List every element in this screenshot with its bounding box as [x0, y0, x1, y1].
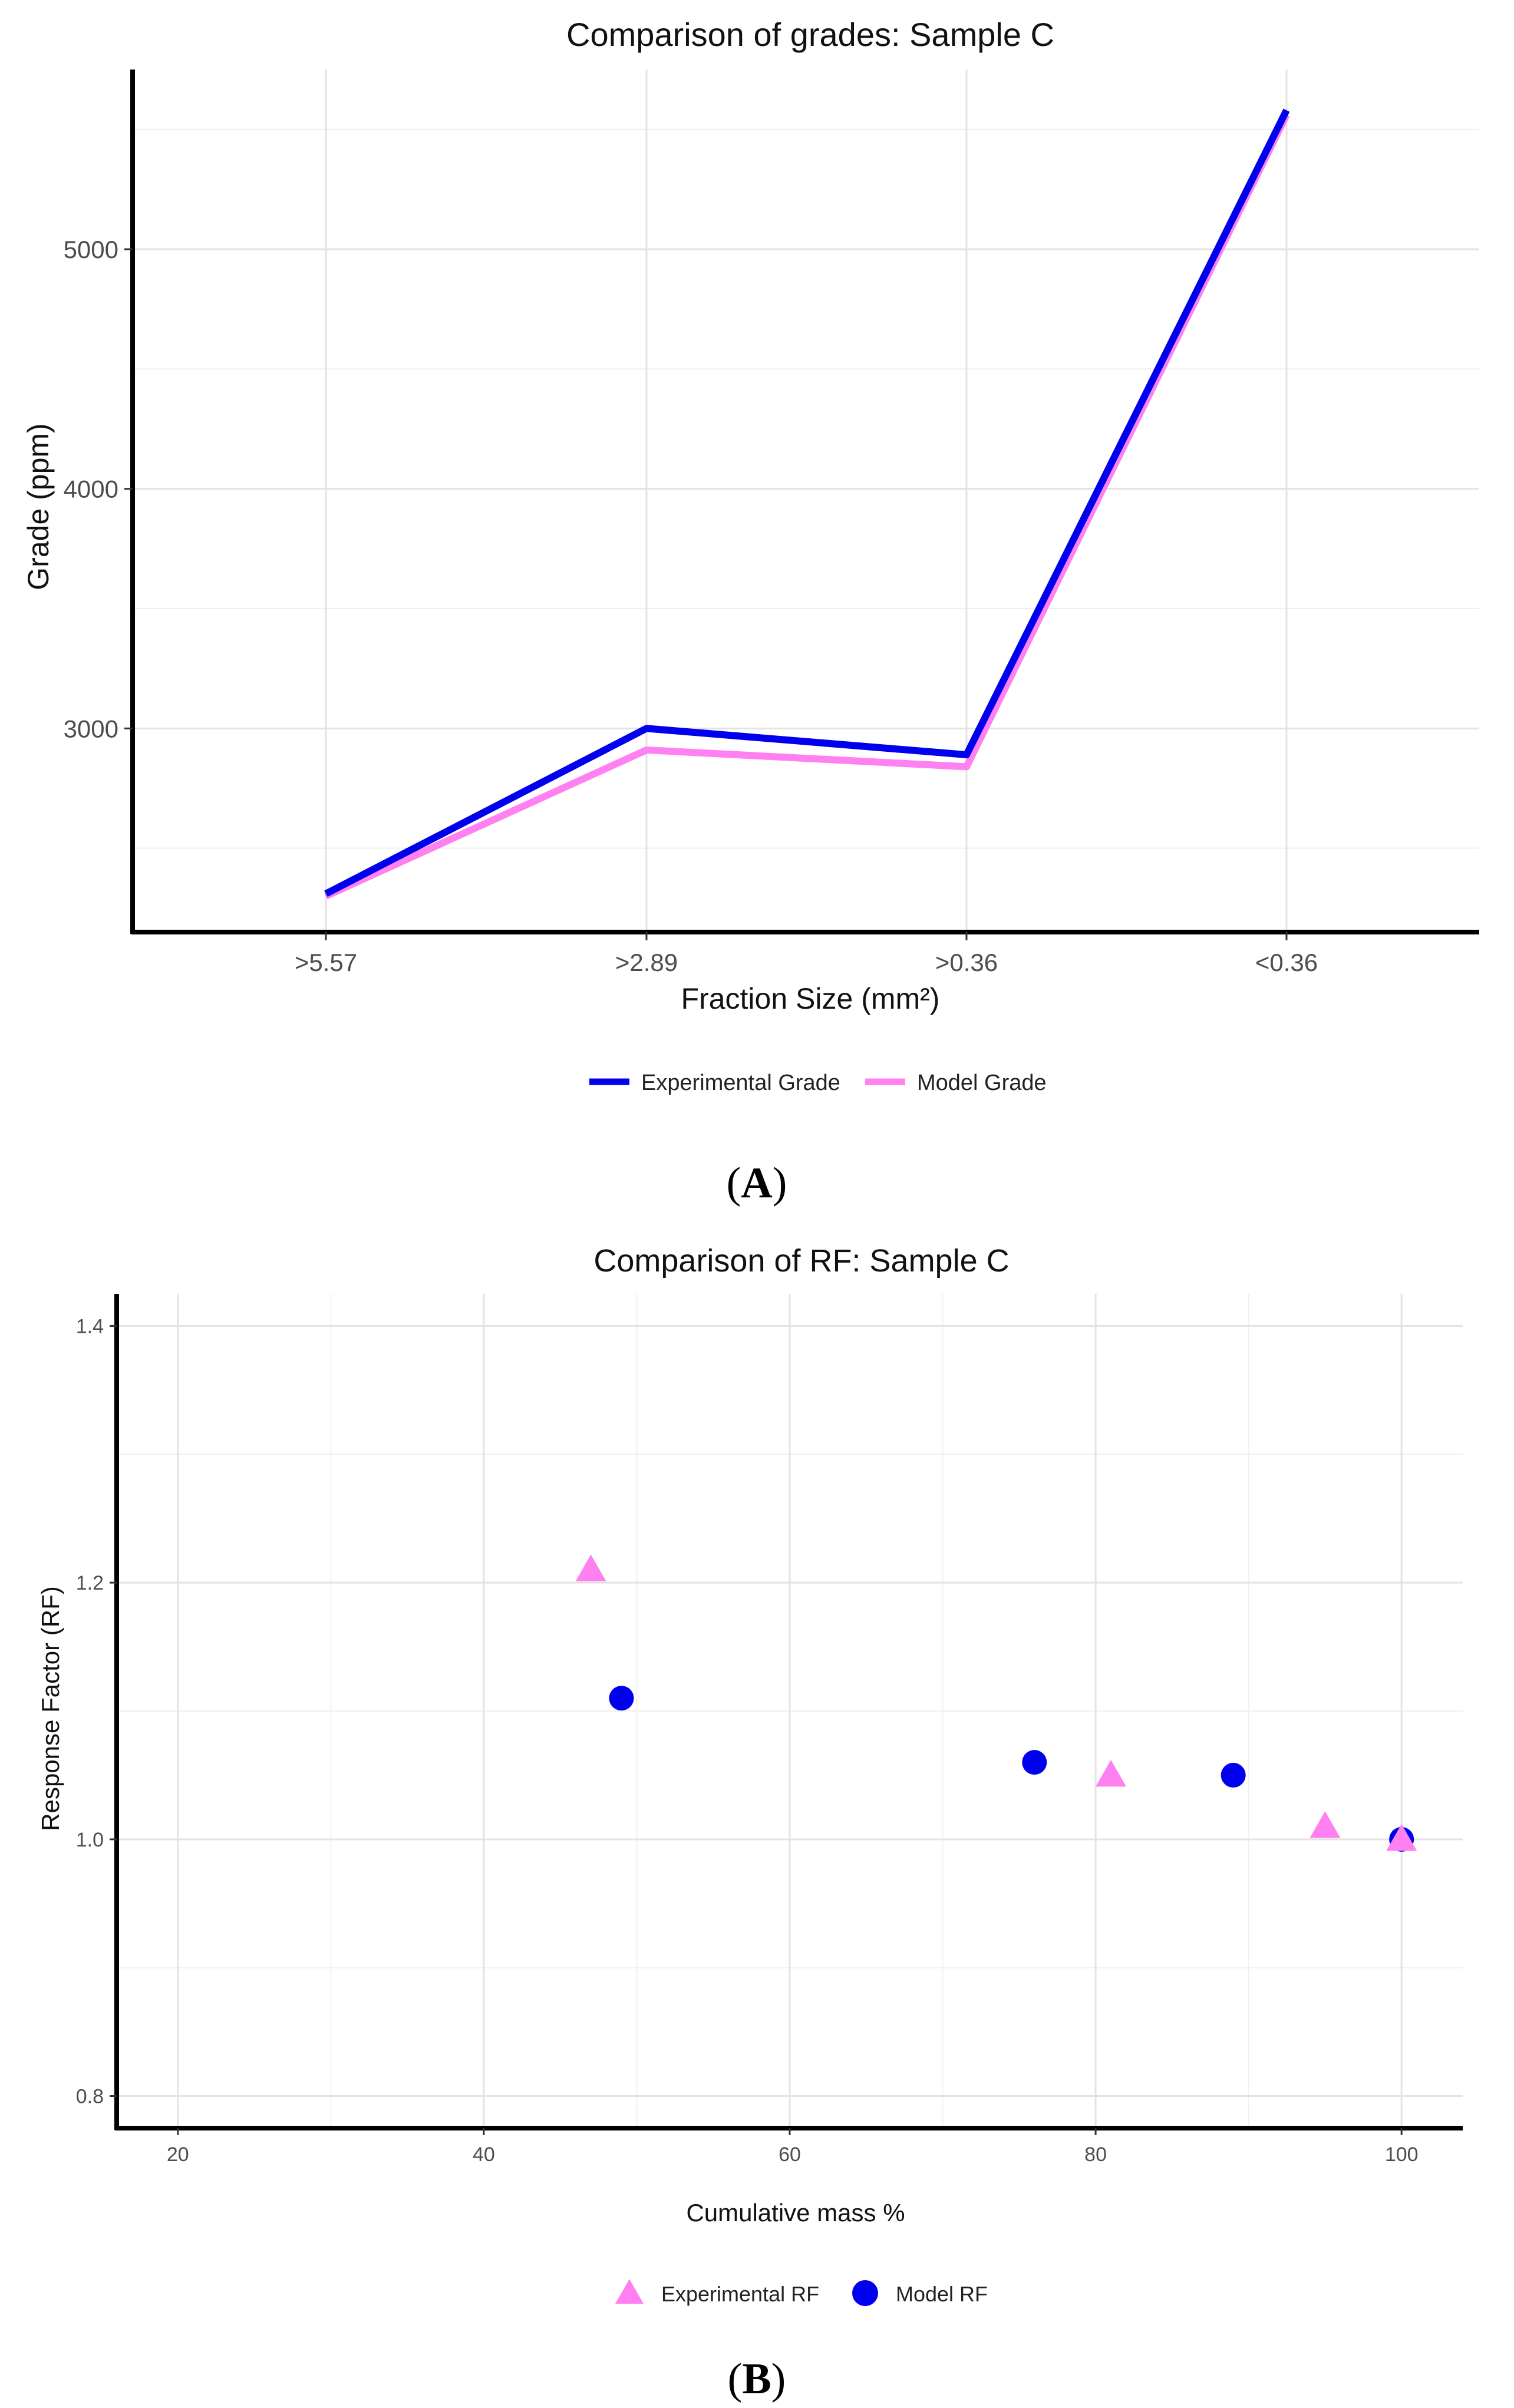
point-model-rf: [1022, 1750, 1047, 1775]
chart-b-points: [575, 1554, 1417, 1852]
chart-b-legend: Experimental RF Model RF: [615, 2279, 988, 2306]
chart-b: Comparison of RF: Sample C 0.81.01.21.4 …: [37, 1243, 1463, 2403]
chart-b-y-ticks: 0.8 1.0 1.2 1.4: [76, 1315, 117, 2108]
point-experimental-rf: [1310, 1811, 1341, 1838]
x-tick-label: 100: [1385, 2143, 1419, 2166]
panel-b-label: (B): [728, 2355, 786, 2403]
legend-model-grade-label: Model Grade: [917, 1071, 1047, 1095]
y-tick-label: 4000: [64, 475, 118, 503]
x-tick-label: 80: [1084, 2143, 1107, 2166]
x-tick-label: 60: [779, 2143, 801, 2166]
x-tick-label: >5.57: [295, 949, 357, 976]
point-experimental-rf: [1386, 1824, 1417, 1851]
legend-model-rf-marker: [852, 2280, 878, 2306]
x-tick-label: 20: [167, 2143, 189, 2166]
point-experimental-rf: [1096, 1759, 1127, 1787]
y-tick-label: 1.4: [76, 1315, 104, 1337]
chart-b-y-axis-label: Response Factor (RF): [37, 1586, 64, 1831]
panel-a-label: (A): [727, 1159, 787, 1207]
x-tick-label: >0.36: [935, 949, 998, 976]
y-tick-label: 5000: [64, 236, 118, 263]
chart-a-title: Comparison of grades: Sample C: [566, 16, 1054, 53]
point-model-rf: [609, 1686, 634, 1711]
chart-b-x-axis-label: Cumulative mass %: [686, 2199, 905, 2227]
chart-a-y-ticks: 3000 4000 5000: [64, 236, 133, 742]
chart-a-y-axis-label: Grade (ppm): [22, 423, 55, 590]
y-tick-label: 3000: [64, 715, 118, 742]
x-tick-label: 40: [473, 2143, 495, 2166]
chart-b-grid: [117, 1294, 1463, 2128]
chart-a-series: [324, 108, 1290, 900]
y-tick-label: 0.8: [76, 2086, 104, 2108]
series-line-experimental-grade: [324, 108, 1290, 897]
y-tick-label: 1.0: [76, 1829, 104, 1851]
legend-experimental-grade-label: Experimental Grade: [641, 1071, 840, 1095]
legend-experimental-rf-marker: [615, 2279, 644, 2304]
chart-a: Comparison of grades: Sample C 3000 4000 5…: [22, 16, 1479, 1207]
chart-a-x-axis-label: Fraction Size (mm²): [681, 982, 940, 1015]
legend-model-rf-label: Model RF: [896, 2282, 988, 2306]
point-model-rf: [1221, 1762, 1246, 1788]
x-tick-label: <0.36: [1255, 949, 1318, 976]
chart-a-x-ticks: >5.57 >2.89 >0.36 <0.36: [295, 932, 1318, 976]
point-experimental-rf: [575, 1554, 606, 1581]
chart-a-legend: Experimental Grade Model Grade: [589, 1071, 1047, 1095]
chart-a-axes: [130, 70, 1479, 934]
y-tick-label: 1.2: [76, 1572, 104, 1594]
chart-b-x-ticks: 20 40 60 80 100: [167, 2128, 1419, 2166]
legend-experimental-rf-label: Experimental RF: [661, 2282, 819, 2306]
series-line-model-grade: [324, 113, 1290, 900]
chart-b-title: Comparison of RF: Sample C: [593, 1243, 1009, 1279]
chart-a-grid: [133, 70, 1479, 932]
x-tick-label: >2.89: [615, 949, 678, 976]
